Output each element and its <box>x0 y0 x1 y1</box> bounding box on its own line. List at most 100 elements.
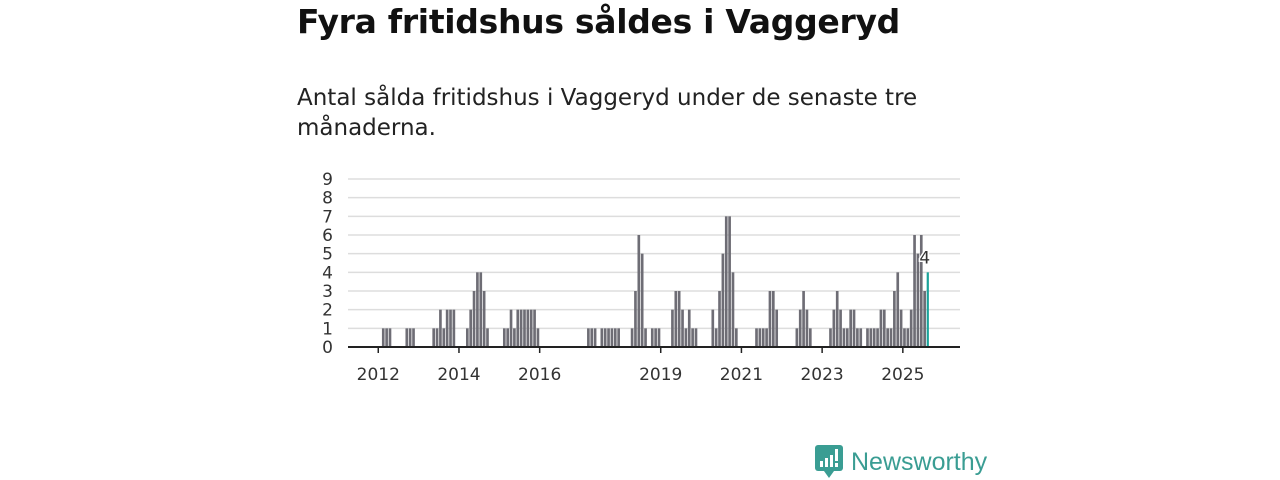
bar <box>876 328 879 347</box>
gridlines <box>348 178 960 330</box>
bar <box>859 328 863 347</box>
x-tick-label: 2021 <box>720 365 763 385</box>
newsworthy-logo-icon <box>815 445 843 478</box>
bar <box>506 328 510 347</box>
bar <box>408 328 412 347</box>
y-tick-label: 2 <box>322 301 333 321</box>
bar <box>603 328 607 347</box>
chart-title: Fyra fritidshus såldes i Vaggeryd <box>297 2 900 41</box>
bar <box>906 328 910 347</box>
bar <box>439 309 442 347</box>
bar <box>465 328 469 347</box>
bar <box>674 291 678 347</box>
bar <box>842 328 846 347</box>
x-tick-label: 2023 <box>800 365 843 385</box>
bar <box>882 309 886 347</box>
bar <box>889 328 893 347</box>
bar <box>432 328 436 347</box>
bar <box>923 291 926 347</box>
bar <box>442 328 446 347</box>
y-tick-label: 3 <box>322 282 333 302</box>
bar <box>657 328 661 347</box>
bar <box>472 291 476 347</box>
bar <box>469 309 473 347</box>
x-tick-label: 2019 <box>639 365 682 385</box>
bar <box>445 309 449 347</box>
y-tick-label: 0 <box>322 338 333 358</box>
bar <box>869 328 873 347</box>
bar <box>600 328 604 347</box>
bar <box>761 328 765 347</box>
bar <box>771 291 775 347</box>
bar <box>687 309 691 347</box>
bar <box>684 328 688 347</box>
bar <box>731 272 735 347</box>
bar <box>405 328 409 347</box>
bar <box>533 309 536 347</box>
bar <box>916 253 920 347</box>
bar <box>677 291 681 347</box>
bar <box>681 309 684 347</box>
bar <box>718 291 721 347</box>
bar <box>449 309 452 347</box>
bar <box>691 328 694 347</box>
bar <box>913 235 916 347</box>
bar <box>637 235 641 347</box>
bar <box>886 328 889 347</box>
bar <box>671 309 674 347</box>
bar <box>919 235 923 347</box>
bar <box>758 328 762 347</box>
bar <box>479 272 483 347</box>
bar <box>617 328 620 347</box>
y-tick-label: 7 <box>322 207 333 227</box>
bar <box>893 291 896 347</box>
bar <box>587 328 590 347</box>
y-tick-label: 6 <box>322 226 333 246</box>
bar <box>839 309 842 347</box>
bar <box>866 328 869 347</box>
bar <box>412 328 415 347</box>
bar <box>523 309 526 347</box>
bar <box>845 328 849 347</box>
bar <box>899 309 903 347</box>
bar <box>385 328 388 347</box>
bar <box>593 328 597 347</box>
bar <box>613 328 617 347</box>
bar <box>509 309 513 347</box>
bar <box>872 328 876 347</box>
newsworthy-logo: Newsworthy <box>815 445 987 479</box>
bar <box>909 309 913 347</box>
bar <box>795 328 799 347</box>
bar <box>721 253 725 347</box>
bar <box>775 309 779 347</box>
bar <box>802 291 805 347</box>
x-tick-label: 2025 <box>881 365 924 385</box>
bar <box>452 309 456 347</box>
y-tick-label: 8 <box>322 189 333 209</box>
bar <box>519 309 523 347</box>
bar <box>835 291 839 347</box>
bars <box>381 216 929 347</box>
bar <box>808 328 812 347</box>
bar <box>728 216 731 347</box>
bar <box>526 309 530 347</box>
bar <box>610 328 614 347</box>
bar <box>832 309 836 347</box>
bar <box>381 328 385 347</box>
bar <box>502 328 506 347</box>
bar <box>694 328 698 347</box>
bar <box>607 328 610 347</box>
y-tick-label: 1 <box>322 319 333 339</box>
bar <box>805 309 809 347</box>
bar <box>482 291 486 347</box>
bar <box>879 309 883 347</box>
bar <box>735 328 738 347</box>
bar <box>513 328 516 347</box>
bar <box>630 328 634 347</box>
bar <box>765 328 768 347</box>
bar <box>798 309 802 347</box>
bar <box>654 328 657 347</box>
bar <box>516 309 520 347</box>
